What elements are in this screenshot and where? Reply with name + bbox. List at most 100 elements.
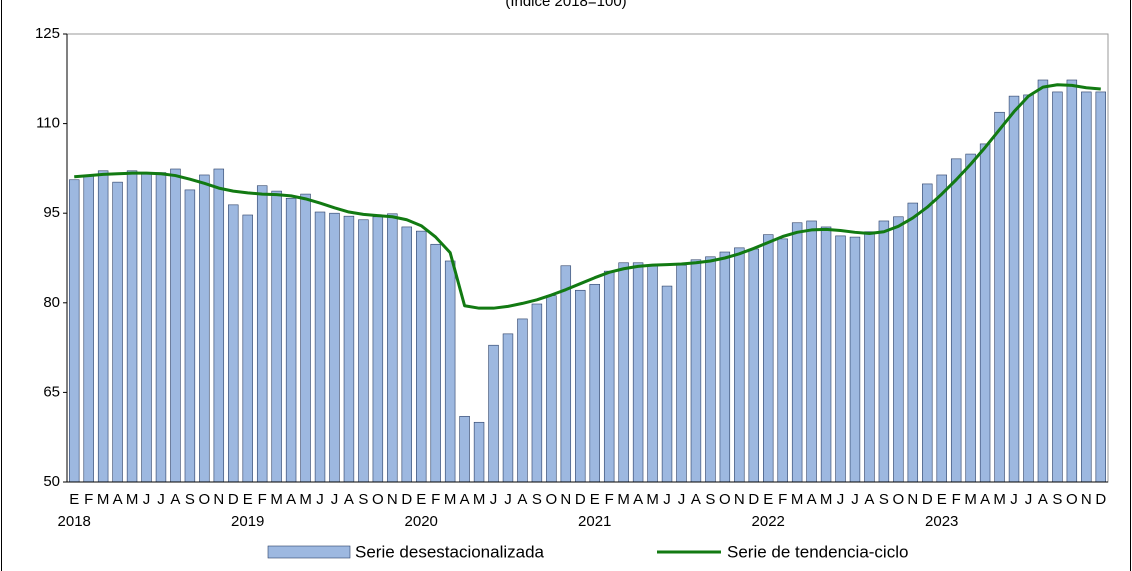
x-tick-label: J: [678, 491, 686, 508]
x-tick-label: E: [416, 491, 426, 508]
x-tick-label: M: [299, 491, 312, 508]
x-tick-label: J: [1025, 491, 1033, 508]
x-tick-label: F: [258, 491, 267, 508]
legend-swatch: [267, 545, 351, 559]
bar: [979, 143, 991, 483]
legend-label: Serie de tendencia-ciclo: [727, 542, 908, 561]
bar: [936, 174, 947, 483]
x-tick-label: S: [705, 491, 715, 508]
bar: [488, 344, 499, 483]
bar: [849, 236, 861, 483]
x-tick-label: D: [228, 491, 239, 508]
bar: [719, 251, 731, 483]
bar: [1081, 91, 1092, 483]
x-tick-label: J: [316, 491, 324, 508]
bar: [531, 303, 543, 483]
bar: [430, 243, 441, 483]
bar: [97, 170, 109, 483]
bar: [517, 318, 528, 483]
x-tick-label: E: [937, 491, 947, 508]
bar: [864, 231, 875, 483]
bar: [228, 204, 239, 483]
x-tick-label: A: [633, 491, 643, 508]
x-tick-label: A: [170, 491, 180, 508]
x-tick-label: S: [879, 491, 889, 508]
x-tick-label: E: [243, 491, 253, 508]
x-tick-label: S: [185, 491, 195, 508]
x-tick-label: A: [517, 491, 527, 508]
x-tick-label: M: [126, 491, 139, 508]
bar: [155, 172, 167, 483]
bar: [444, 260, 456, 483]
bar: [589, 283, 600, 483]
x-tick-label: A: [344, 491, 354, 508]
x-tick-label: A: [113, 491, 123, 508]
x-tick-label: M: [270, 491, 283, 508]
bar: [213, 168, 225, 483]
x-tick-label: F: [778, 491, 787, 508]
x-tick-label: S: [358, 491, 368, 508]
bar: [387, 213, 398, 483]
year-label: 2020: [405, 513, 438, 530]
y-tick-label: 110: [36, 115, 60, 132]
year-label: 2019: [231, 513, 264, 530]
x-tick-label: D: [1095, 491, 1106, 508]
bar: [83, 175, 94, 483]
x-tick-label: A: [1038, 491, 1048, 508]
x-tick-label: A: [286, 491, 296, 508]
x-tick-label: N: [1081, 491, 1092, 508]
bar: [242, 214, 253, 483]
bar: [575, 289, 586, 483]
bar: [705, 256, 716, 483]
y-tick-label: 50: [43, 473, 60, 490]
legend-label: Serie desestacionalizada: [355, 542, 545, 561]
x-tick-label: D: [401, 491, 412, 508]
year-label: 2021: [578, 513, 611, 530]
bar: [791, 222, 803, 483]
x-tick-label: O: [1066, 491, 1078, 508]
bar: [820, 226, 832, 483]
x-tick-label: A: [980, 491, 990, 508]
y-tick-label: 125: [35, 25, 60, 42]
x-tick-label: O: [372, 491, 384, 508]
x-tick-label: F: [952, 491, 961, 508]
x-tick-label: A: [864, 491, 874, 508]
x-tick-label: D: [575, 491, 586, 508]
x-tick-label: M: [444, 491, 457, 508]
bar: [950, 158, 962, 483]
x-tick-label: O: [199, 491, 211, 508]
bar: [763, 234, 774, 483]
x-tick-label: O: [893, 491, 905, 508]
bar: [358, 219, 369, 483]
bar: [256, 185, 268, 483]
x-tick-label: N: [213, 491, 224, 508]
bar: [632, 262, 644, 483]
x-tick-label: J: [504, 491, 512, 508]
y-tick-label: 95: [43, 204, 60, 221]
bar: [777, 238, 788, 483]
x-tick-label: S: [532, 491, 542, 508]
bar: [473, 421, 485, 483]
x-tick-label: J: [851, 491, 859, 508]
y-tick-label: 80: [43, 294, 60, 311]
trend-line: [74, 83, 1101, 310]
year-label: 2018: [58, 513, 91, 530]
bar: [1066, 79, 1078, 483]
year-label: 2023: [925, 513, 958, 530]
bar: [401, 226, 412, 483]
x-tick-label: A: [807, 491, 817, 508]
x-tick-label: M: [791, 491, 804, 508]
bar: [603, 270, 615, 483]
bar: [300, 193, 311, 483]
x-tick-label: F: [84, 491, 93, 508]
x-tick-label: N: [907, 491, 918, 508]
y-tick-label: 65: [43, 383, 60, 400]
bar: [546, 295, 557, 483]
bar: [112, 181, 123, 483]
bar: [459, 415, 470, 483]
bar: [141, 172, 152, 483]
chart-subtitle: (Índice 2018=100): [505, 0, 626, 10]
x-tick-label: M: [473, 491, 486, 508]
x-tick-label: F: [431, 491, 440, 508]
x-tick-label: J: [663, 491, 671, 508]
